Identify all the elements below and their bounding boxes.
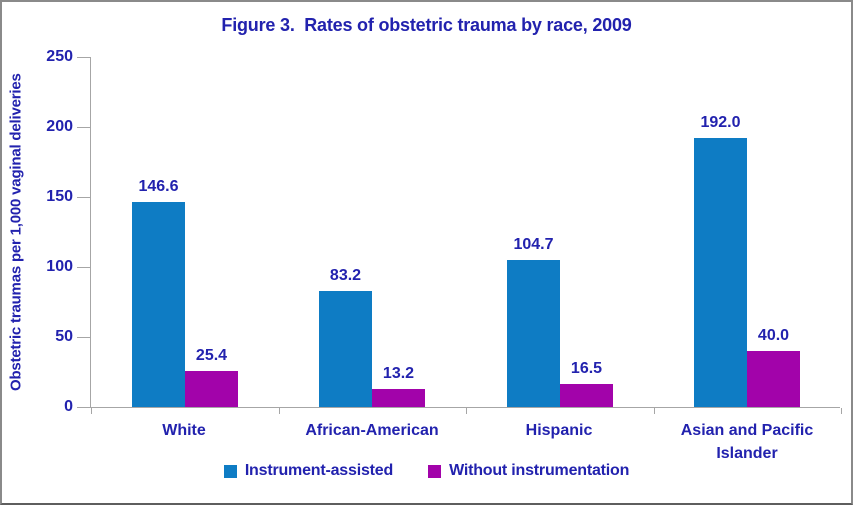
bar-instrument-assisted-african-american: [319, 291, 372, 407]
y-axis-title: Obstetric traumas per 1,000 vaginal deli…: [7, 73, 25, 391]
bar-value-label-white-without-instrumentation: 25.4: [195, 347, 228, 364]
x-axis-tick: [279, 408, 280, 414]
y-axis-tick-label: 150: [46, 188, 73, 205]
bar-value-label-african-american-instrument-assisted: 83.2: [329, 267, 362, 284]
x-axis-tick: [654, 408, 655, 414]
y-axis-tick-label: 100: [46, 258, 73, 275]
bar-instrument-assisted-white: [132, 202, 185, 407]
x-axis-tick: [91, 408, 92, 414]
bar-instrument-assisted-asian-and-pacific-islander: [694, 138, 747, 407]
bar-value-label-hispanic-instrument-assisted: 104.7: [513, 236, 554, 253]
bar-value-label-asian-and-pacific-islander-without-instrumentation: 40.0: [757, 327, 790, 344]
y-axis-tick-label: 200: [46, 118, 73, 135]
y-axis-tick: [77, 337, 90, 338]
legend-item-instrument-assisted: Instrument-assisted: [223, 462, 394, 480]
plot-area: 0 50 100 150 200 250 146.6 83.2 104.7 192.0 25.4 13…: [46, 48, 842, 415]
y-axis-tick: [77, 57, 90, 58]
bar-value-label-hispanic-without-instrumentation: 16.5: [570, 360, 603, 377]
bar-without-instrumentation-asian-and-pacific-islander: [747, 351, 800, 407]
x-axis-category-label-hispanic: Hispanic: [525, 422, 593, 439]
x-axis-tick: [466, 408, 467, 414]
bar-value-label-african-american-without-instrumentation: 13.2: [382, 365, 415, 382]
x-axis-tick: [841, 408, 842, 414]
legend-swatch-instrument-assisted: [223, 464, 237, 478]
x-axis-category-label-asian-and-pacific-islander: Asian and Pacific Islander: [680, 422, 814, 462]
bar-without-instrumentation-african-american: [372, 389, 425, 407]
legend: Instrument-assisted Without instrumentati…: [2, 460, 851, 482]
y-axis-tick: [77, 197, 90, 198]
bar-without-instrumentation-white: [185, 371, 238, 407]
bar-instrument-assisted-hispanic: [507, 260, 560, 407]
x-axis-category-label-african-american: African-American: [305, 422, 439, 439]
y-axis-tick-label: 50: [55, 328, 73, 345]
y-axis-tick: [77, 127, 90, 128]
y-axis-tick-label: 250: [46, 48, 73, 65]
y-axis-tick: [77, 407, 90, 408]
legend-label-instrument-assisted: Instrument-assisted: [244, 462, 394, 479]
chart-title: Figure 3. Rates of obstetric trauma by r…: [221, 15, 632, 35]
legend-label-without-instrumentation: Without instrumentation: [449, 462, 630, 479]
x-axis-category-labels: White African-American Hispanic Asian and P…: [90, 419, 840, 467]
y-axis-tick: [77, 267, 90, 268]
bar-value-label-asian-and-pacific-islander-instrument-assisted: 192.0: [700, 114, 741, 131]
y-axis-tick-label: 0: [64, 398, 73, 415]
legend-item-without-instrumentation: Without instrumentation: [428, 462, 629, 480]
bar-without-instrumentation-hispanic: [560, 384, 613, 407]
legend-swatch-without-instrumentation: [428, 464, 442, 478]
bar-value-label-white-instrument-assisted: 146.6: [138, 178, 179, 195]
x-axis-category-label-white: White: [162, 422, 206, 439]
